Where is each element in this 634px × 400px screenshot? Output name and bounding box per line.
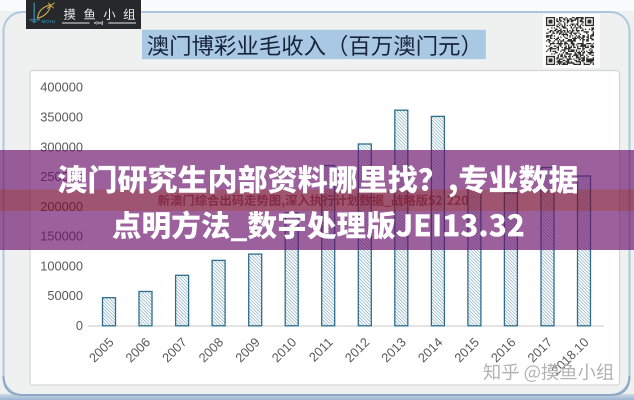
svg-text:350000: 350000 xyxy=(40,110,83,125)
svg-text:100000: 100000 xyxy=(40,258,83,273)
svg-text:400000: 400000 xyxy=(40,80,83,95)
svg-text:0: 0 xyxy=(76,318,83,333)
svg-text:50000: 50000 xyxy=(47,288,83,303)
svg-text:MOYU: MOYU xyxy=(42,19,56,24)
